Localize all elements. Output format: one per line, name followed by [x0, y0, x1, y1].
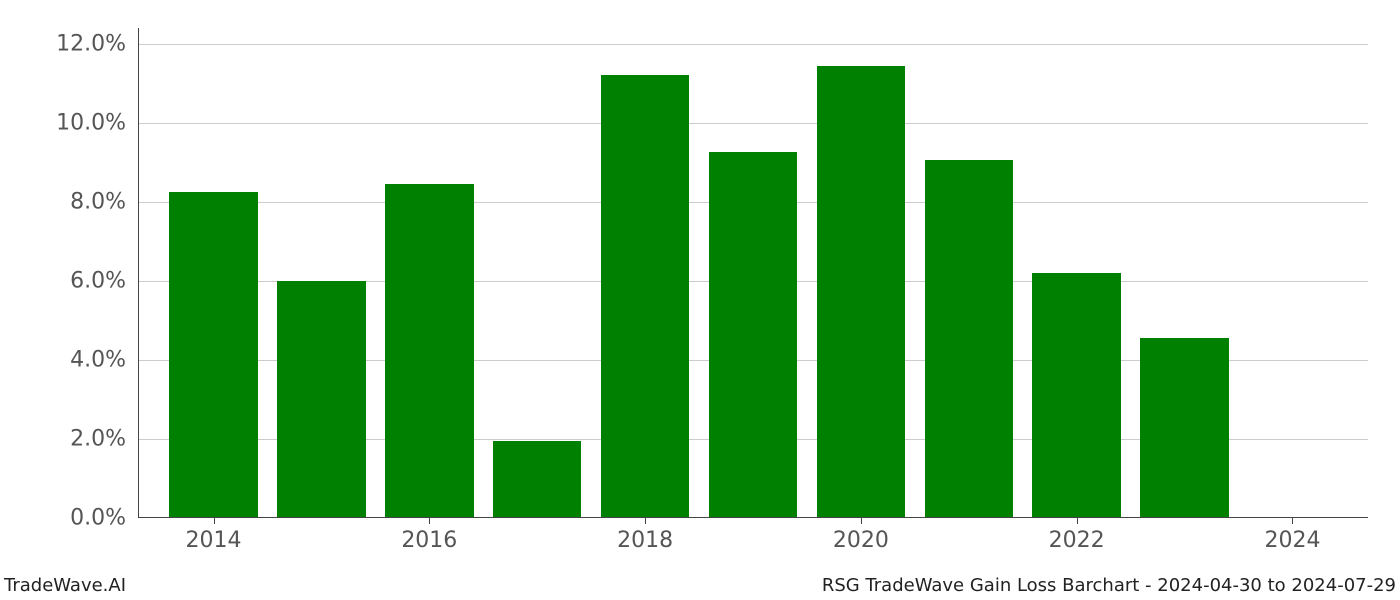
x-tick-mark: [1292, 518, 1293, 524]
bar: [925, 160, 1013, 518]
chart-container: 0.0%2.0%4.0%6.0%8.0%10.0%12.0%2014201620…: [0, 0, 1400, 600]
bar: [277, 281, 365, 518]
x-tick-label: 2018: [617, 528, 673, 553]
x-tick-mark: [214, 518, 215, 524]
bar: [385, 184, 473, 518]
bar: [817, 66, 905, 518]
footer-left-text: TradeWave.AI: [4, 575, 126, 596]
gridline: [138, 123, 1368, 124]
axis-bottom: [138, 517, 1368, 518]
x-tick-label: 2022: [1049, 528, 1105, 553]
bar: [709, 152, 797, 518]
bar: [1032, 273, 1120, 518]
x-tick-label: 2024: [1264, 528, 1320, 553]
x-tick-mark: [1077, 518, 1078, 524]
gridline: [138, 44, 1368, 45]
x-tick-mark: [429, 518, 430, 524]
x-tick-label: 2014: [186, 528, 242, 553]
x-tick-mark: [861, 518, 862, 524]
x-tick-label: 2016: [401, 528, 457, 553]
axis-left: [138, 28, 139, 518]
bar: [169, 192, 257, 518]
x-tick-mark: [645, 518, 646, 524]
plot-area: 0.0%2.0%4.0%6.0%8.0%10.0%12.0%2014201620…: [138, 28, 1368, 518]
bar: [493, 441, 581, 518]
bar: [601, 75, 689, 518]
bar: [1140, 338, 1228, 518]
footer-right-text: RSG TradeWave Gain Loss Barchart - 2024-…: [822, 575, 1396, 596]
x-tick-label: 2020: [833, 528, 889, 553]
